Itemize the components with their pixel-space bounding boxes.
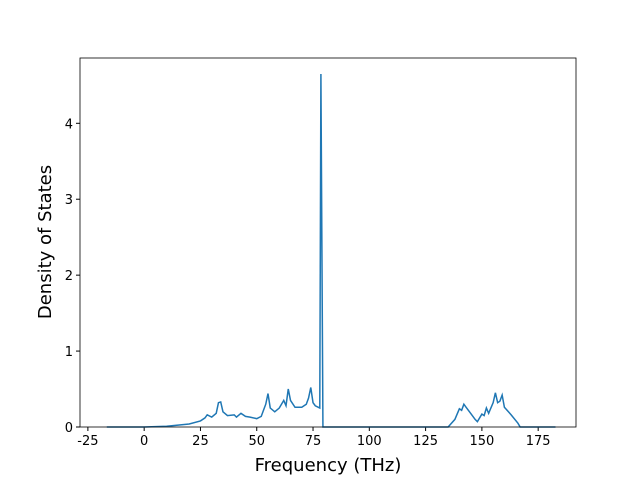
x-tick-label: 75 (305, 434, 322, 449)
x-tick-label: 175 (526, 434, 551, 449)
x-tick-label: 150 (469, 434, 494, 449)
x-tick-label: -25 (77, 434, 98, 449)
x-tick-label: 50 (248, 434, 265, 449)
plot-frame (79, 57, 577, 428)
y-tick-label: 4 (65, 117, 73, 132)
x-axis-label: Frequency (THz) (255, 455, 402, 476)
x-tick-label: 0 (140, 434, 148, 449)
x-tick-label: 25 (192, 434, 209, 449)
y-tick-label: 0 (65, 421, 73, 436)
x-tick-label: 100 (357, 434, 382, 449)
y-tick-label: 1 (65, 345, 73, 360)
y-tick-label: 2 (65, 269, 73, 284)
y-axis-label: Density of States (35, 165, 56, 319)
x-tick-label: 125 (413, 434, 438, 449)
data-line (106, 73, 556, 428)
y-tick-label: 3 (65, 193, 73, 208)
